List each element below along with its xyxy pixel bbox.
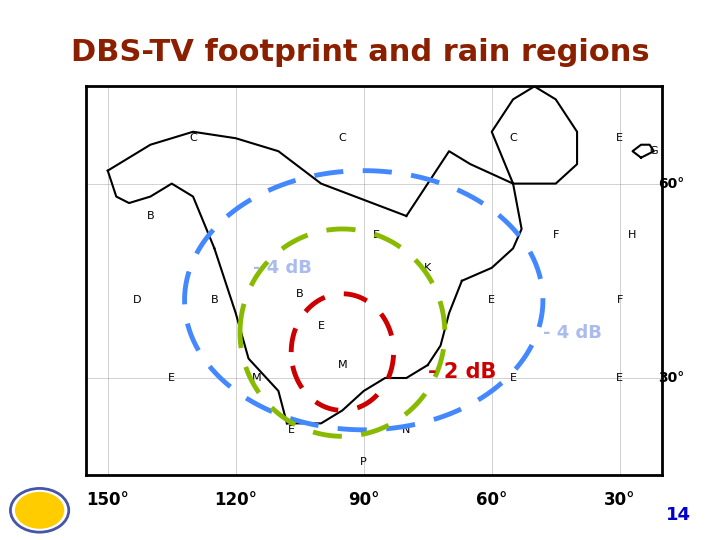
Text: M: M: [252, 373, 262, 383]
Text: B: B: [147, 211, 154, 221]
Text: E: E: [168, 373, 175, 383]
Text: DBS-TV footprint and rain regions: DBS-TV footprint and rain regions: [71, 38, 649, 67]
Text: E: E: [616, 133, 624, 143]
Text: 60°: 60°: [658, 177, 685, 191]
Text: N: N: [402, 425, 410, 435]
Text: E: E: [488, 295, 495, 305]
Text: 150°: 150°: [86, 491, 129, 509]
Text: C: C: [189, 133, 197, 143]
Text: B: B: [296, 289, 304, 299]
Text: 30°: 30°: [658, 371, 685, 385]
Text: K: K: [424, 263, 431, 273]
Text: C: C: [338, 133, 346, 143]
Text: E: E: [510, 373, 516, 383]
Text: G: G: [649, 146, 658, 156]
Text: 120°: 120°: [215, 491, 257, 509]
Text: E: E: [373, 231, 380, 240]
Text: E: E: [616, 373, 624, 383]
Text: F: F: [552, 231, 559, 240]
Text: - 4 dB: - 4 dB: [543, 323, 602, 342]
Text: F: F: [616, 295, 623, 305]
Text: M: M: [338, 360, 347, 370]
Text: 14: 14: [666, 506, 691, 524]
Text: 60°: 60°: [476, 491, 508, 509]
Text: P: P: [360, 457, 367, 467]
Text: E: E: [288, 425, 294, 435]
Text: B: B: [210, 295, 218, 305]
Text: D: D: [133, 295, 142, 305]
Text: E: E: [318, 321, 325, 331]
Text: - 4 dB: - 4 dB: [253, 259, 312, 277]
Text: 90°: 90°: [348, 491, 379, 509]
Circle shape: [15, 492, 64, 529]
Text: - 2 dB: - 2 dB: [428, 361, 496, 382]
Text: C: C: [509, 133, 517, 143]
Text: 30°: 30°: [604, 491, 636, 509]
Text: H: H: [629, 231, 636, 240]
